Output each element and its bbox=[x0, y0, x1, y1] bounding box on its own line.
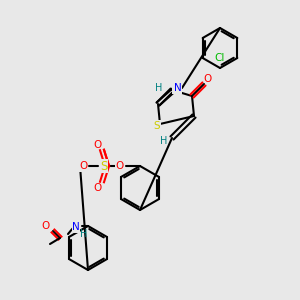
Text: H: H bbox=[154, 83, 162, 93]
Text: H: H bbox=[80, 229, 88, 239]
Text: O: O bbox=[204, 74, 212, 84]
Text: S: S bbox=[154, 121, 160, 131]
Text: O: O bbox=[93, 183, 101, 193]
Text: N: N bbox=[173, 83, 181, 93]
Text: H: H bbox=[160, 136, 168, 146]
Text: O: O bbox=[79, 161, 87, 171]
Text: O: O bbox=[93, 140, 101, 150]
Text: Cl: Cl bbox=[215, 53, 225, 63]
Text: N: N bbox=[174, 83, 182, 93]
Text: O: O bbox=[42, 221, 50, 231]
Text: O: O bbox=[116, 161, 124, 171]
Text: S: S bbox=[100, 160, 108, 172]
Text: N: N bbox=[72, 222, 80, 232]
